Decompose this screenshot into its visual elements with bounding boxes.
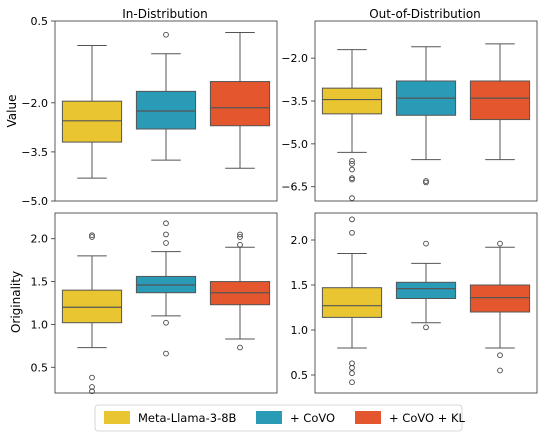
- y-tick-label: 2.0: [31, 233, 49, 246]
- legend-swatch: [256, 411, 282, 424]
- outlier-point: [349, 166, 355, 173]
- y-axis-label: Originality: [9, 271, 23, 333]
- y-ticks: 0.5 1.0 1.5 2.0: [31, 233, 55, 374]
- outlier-point: [497, 352, 503, 359]
- box-iqr: [469, 80, 531, 121]
- outlier-point: [497, 240, 503, 247]
- outlier-point: [163, 220, 169, 227]
- y-ticks: 0.5 1.0 1.5 2.0: [291, 234, 315, 382]
- y-tick-label: 1.0: [291, 324, 309, 337]
- outlier-point: [237, 241, 243, 248]
- box-covo: [395, 240, 457, 331]
- outlier-point: [89, 232, 95, 239]
- box-iqr: [61, 100, 123, 143]
- y-tick-label: −2.0: [21, 97, 48, 110]
- legend-label: Meta-Llama-3-8B: [138, 411, 237, 425]
- outlier-point: [349, 364, 355, 371]
- y-tick-label: 1.5: [291, 279, 309, 292]
- outlier-point: [89, 384, 95, 390]
- outlier-point: [89, 234, 95, 240]
- outlier-point: [423, 179, 429, 186]
- outlier-point: [423, 324, 429, 331]
- outlier-point: [349, 216, 355, 223]
- box-covo: [395, 46, 457, 186]
- legend-swatch: [104, 411, 130, 424]
- box-covo-kl: [209, 31, 271, 169]
- panel-out-of-distribution-originality: 0.5 1.0 1.5 2.0: [291, 212, 538, 394]
- y-tick-label: 1.5: [31, 276, 49, 289]
- y-tick-label: 2.0: [291, 234, 309, 247]
- legend: Meta-Llama-3-8B + CoVO + CoVO + KL: [94, 404, 466, 432]
- outlier-point: [349, 161, 355, 167]
- boxes: [321, 43, 531, 201]
- outlier-point: [349, 370, 355, 377]
- outlier-point: [163, 31, 169, 38]
- panel-title: In-Distribution: [122, 7, 207, 21]
- box-iqr: [209, 81, 271, 127]
- y-tick-label: −2.0: [281, 52, 308, 65]
- y-tick-label: −5.0: [281, 138, 308, 151]
- outlier-point: [423, 240, 429, 247]
- box-iqr: [395, 281, 457, 299]
- legend-label: + CoVO: [290, 411, 335, 425]
- box-iqr: [321, 287, 383, 318]
- box-iqr: [135, 90, 197, 130]
- legend-entry-covo-kl: + CoVO + KL: [355, 411, 466, 425]
- box-covo-kl: [469, 43, 531, 161]
- panel-frame: [314, 212, 538, 394]
- legend-entry-covo: + CoVO: [256, 411, 335, 425]
- panel-in-distribution-value: In-Distribution Value 0.5 −2.0 −3.5 −5.0: [5, 7, 278, 208]
- legend-swatch: [355, 411, 381, 424]
- outlier-point: [89, 374, 95, 381]
- box-meta-llama-3-8b: [321, 49, 383, 201]
- outlier-point: [349, 229, 355, 236]
- outlier-point: [349, 176, 355, 183]
- box-covo: [135, 31, 197, 161]
- box-iqr: [469, 284, 531, 313]
- y-tick-label: −3.5: [281, 95, 308, 108]
- box-meta-llama-3-8b: [61, 232, 123, 395]
- panel-in-distribution-originality: Originality 0.5 1.0 1.5 2.0: [9, 212, 278, 395]
- outlier-point: [89, 388, 95, 395]
- y-ticks: −2.0 −3.5 −5.0 −6.5: [281, 52, 315, 194]
- panel-frame: [54, 212, 278, 394]
- boxes: [61, 220, 271, 395]
- y-tick-label: −5.0: [21, 195, 48, 208]
- outlier-point: [349, 158, 355, 164]
- y-tick-label: 0.5: [291, 369, 309, 382]
- boxes: [61, 31, 271, 179]
- y-ticks: 0.5 −2.0 −3.5 −5.0: [21, 15, 55, 208]
- outlier-point: [349, 379, 355, 386]
- box-iqr: [321, 87, 383, 115]
- box-meta-llama-3-8b: [321, 216, 383, 386]
- box-covo: [135, 220, 197, 357]
- y-tick-label: −3.5: [21, 146, 48, 159]
- outlier-point: [237, 234, 243, 240]
- outlier-point: [349, 195, 355, 201]
- y-tick-label: 0.5: [31, 15, 49, 28]
- outlier-point: [237, 231, 243, 238]
- panel-title: Out-of-Distribution: [369, 7, 481, 21]
- legend-entry-meta-llama-3-8b: Meta-Llama-3-8B: [104, 411, 237, 425]
- box-iqr: [61, 289, 123, 324]
- box-meta-llama-3-8b: [61, 45, 123, 179]
- box-covo-kl: [469, 240, 531, 374]
- outlier-point: [163, 240, 169, 246]
- panel-frame: [54, 20, 278, 202]
- outlier-point: [237, 344, 243, 351]
- outlier-point: [163, 319, 169, 326]
- boxes: [321, 216, 531, 386]
- panel-frame: [314, 20, 538, 202]
- panel-out-of-distribution-value: Out-of-Distribution −2.0 −3.5 −5.0 −6.5: [281, 7, 538, 202]
- box-covo-kl: [209, 231, 271, 351]
- y-tick-label: 0.5: [31, 361, 49, 374]
- legend-label: + CoVO + KL: [389, 411, 466, 425]
- y-tick-label: −6.5: [281, 181, 308, 194]
- outlier-point: [163, 231, 169, 238]
- y-axis-label: Value: [5, 95, 19, 128]
- y-tick-label: 1.0: [31, 318, 49, 331]
- outlier-point: [497, 367, 503, 374]
- outlier-point: [163, 350, 169, 357]
